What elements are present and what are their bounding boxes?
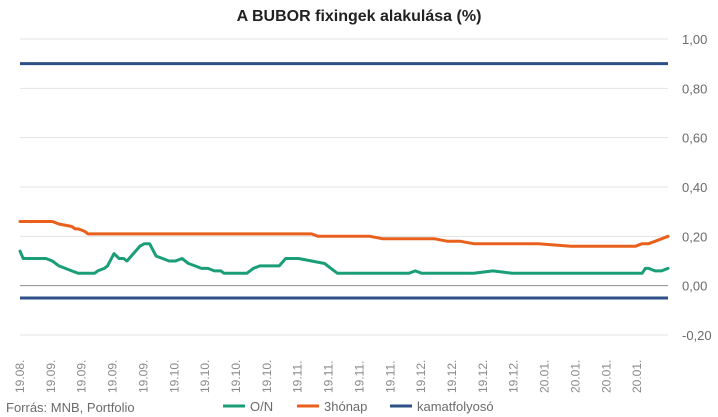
y-tick-label: 0,00 <box>682 279 707 294</box>
x-tick-label: 19.09. <box>136 360 150 393</box>
x-tick-label: 20.01. <box>568 360 582 393</box>
source-note: Forrás: MNB, Portfolio <box>6 400 135 415</box>
legend-label-on: O/N <box>250 399 273 414</box>
x-tick-label: 19.12. <box>414 360 428 393</box>
x-tick-label: 19.12. <box>445 360 459 393</box>
x-tick-label: 19.11. <box>322 361 336 393</box>
legend-label-kamatfolyoso: kamatfolyosó <box>417 399 494 414</box>
x-tick-label: 19.09. <box>44 360 58 393</box>
series-on-line <box>18 242 670 275</box>
x-tick-label: 19.11. <box>291 361 305 393</box>
x-tick-label: 19.10. <box>167 360 181 393</box>
y-axis-ticks: 1,00 0,80 0,60 0,40 0,20 0,00 -0,20 <box>682 32 712 343</box>
x-tick-label: 20.01. <box>538 360 552 393</box>
x-tick-label: 19.09. <box>106 360 120 393</box>
series-lines <box>18 62 670 300</box>
chart-title: A BUBOR fixingek alakulása (%) <box>237 8 482 25</box>
x-tick-label: 20.01. <box>630 360 644 393</box>
x-tick-label: 19.10. <box>229 360 243 393</box>
x-tick-label: 20.01. <box>599 360 613 393</box>
x-tick-label: 19.11. <box>352 361 366 393</box>
y-tick-label: 0,60 <box>682 131 707 146</box>
x-tick-label: 19.12. <box>507 360 521 393</box>
x-tick-label: 19.08. <box>13 360 27 393</box>
y-tick-label: 1,00 <box>682 32 707 47</box>
y-tick-label: 0,40 <box>682 180 707 195</box>
grid-lines <box>20 38 668 336</box>
y-tick-label: -0,20 <box>682 328 712 343</box>
y-tick-label: 0,20 <box>682 229 707 244</box>
series-3honap-line <box>18 220 670 248</box>
legend: O/N 3hónap kamatfolyosó <box>223 399 494 414</box>
x-tick-label: 19.10. <box>198 360 212 393</box>
y-tick-label: 0,80 <box>682 81 707 96</box>
legend-label-3honap: 3hónap <box>324 399 367 414</box>
x-tick-label: 19.12. <box>476 360 490 393</box>
x-axis-ticks: 19.08. 19.09. 19.09. 19.09. 19.09. 19.10. 19.1… <box>13 360 644 393</box>
x-tick-label: 19.10. <box>260 360 274 393</box>
x-tick-label: 19.09. <box>75 360 89 393</box>
x-tick-label: 19.11. <box>383 361 397 393</box>
